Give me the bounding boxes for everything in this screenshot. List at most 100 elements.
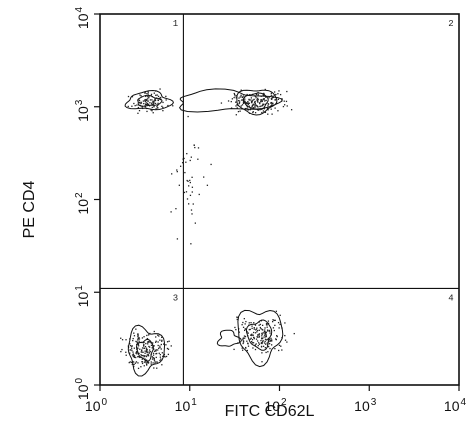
- event-dot: [259, 334, 260, 335]
- event-dot: [262, 329, 263, 330]
- event-dot: [237, 317, 238, 318]
- event-dot: [265, 344, 266, 345]
- event-dot: [145, 104, 146, 105]
- event-dot: [154, 351, 155, 352]
- event-dot: [243, 337, 244, 338]
- event-dot: [195, 222, 196, 223]
- event-dot: [251, 338, 252, 339]
- event-dot: [154, 100, 155, 101]
- event-dot: [156, 357, 157, 358]
- event-dot: [261, 100, 262, 101]
- event-dot: [248, 346, 249, 347]
- event-dot: [148, 92, 149, 93]
- event-dot: [197, 159, 198, 160]
- event-dot: [146, 348, 147, 349]
- event-dot: [159, 347, 160, 348]
- event-dot: [242, 350, 243, 351]
- event-dot: [284, 104, 285, 105]
- event-dot: [141, 351, 142, 352]
- event-dot: [144, 99, 145, 100]
- event-dot: [145, 343, 146, 344]
- event-dot: [191, 213, 192, 214]
- event-dot: [185, 162, 186, 163]
- event-dot: [138, 335, 139, 336]
- event-dot: [134, 335, 135, 336]
- event-dot: [238, 97, 239, 98]
- event-dot: [274, 348, 275, 349]
- event-dot: [286, 101, 287, 102]
- event-dot: [242, 97, 243, 98]
- event-dot: [151, 94, 152, 95]
- event-dot: [128, 106, 129, 107]
- event-dot: [258, 99, 259, 100]
- event-dot: [171, 173, 172, 174]
- event-dot: [158, 345, 159, 346]
- event-dot: [151, 361, 152, 362]
- event-dot: [144, 92, 145, 93]
- event-dot: [278, 350, 279, 351]
- event-dot: [120, 338, 121, 339]
- event-dot: [159, 360, 160, 361]
- event-dot: [274, 107, 275, 108]
- event-dot: [135, 352, 136, 353]
- event-dot: [268, 97, 269, 98]
- event-dot: [144, 353, 145, 354]
- event-dot: [267, 330, 268, 331]
- event-dot: [254, 327, 255, 328]
- event-dot: [250, 329, 251, 330]
- event-dot: [284, 101, 285, 102]
- event-dot: [175, 208, 176, 209]
- event-dot: [190, 160, 191, 161]
- event-dot: [244, 323, 245, 324]
- event-dot: [275, 320, 276, 321]
- event-dot: [153, 354, 154, 355]
- event-dot: [254, 329, 255, 330]
- event-dot: [158, 348, 159, 349]
- event-dot: [277, 110, 278, 111]
- event-dot: [271, 109, 272, 110]
- event-dot: [139, 349, 140, 350]
- event-dot: [274, 330, 275, 331]
- event-dot: [162, 352, 163, 353]
- event-dot: [275, 94, 276, 95]
- event-dot: [164, 356, 165, 357]
- event-dot: [263, 336, 264, 337]
- event-dot: [252, 342, 253, 343]
- event-dot: [162, 102, 163, 103]
- event-dot: [143, 103, 144, 104]
- event-dot: [133, 332, 134, 333]
- event-dot: [234, 95, 235, 96]
- event-dot: [269, 341, 270, 342]
- event-dot: [191, 177, 192, 178]
- event-dot: [242, 322, 243, 323]
- event-dot: [251, 97, 252, 98]
- event-dot: [190, 195, 191, 196]
- event-dot: [280, 315, 281, 316]
- event-dot: [153, 353, 154, 354]
- event-dot: [255, 101, 256, 102]
- event-dot: [153, 106, 154, 107]
- event-dot: [159, 346, 160, 347]
- event-dot: [151, 345, 152, 346]
- event-dot: [267, 105, 268, 106]
- event-dot: [190, 182, 191, 183]
- event-dot: [236, 114, 237, 115]
- event-dot: [139, 94, 140, 95]
- event-dot: [129, 349, 130, 350]
- event-dot: [266, 334, 267, 335]
- event-dot: [235, 329, 236, 330]
- event-dot: [188, 203, 189, 204]
- event-dot: [259, 344, 260, 345]
- event-dot: [184, 172, 185, 173]
- event-dot: [257, 330, 258, 331]
- event-dot: [137, 339, 138, 340]
- event-dot: [179, 185, 180, 186]
- event-dot: [255, 97, 256, 98]
- event-dot: [264, 342, 265, 343]
- event-dot: [269, 332, 270, 333]
- event-dot: [142, 347, 143, 348]
- x-tick-label: 101: [175, 397, 198, 414]
- event-dot: [269, 348, 270, 349]
- event-dot: [190, 243, 191, 244]
- event-dot: [278, 90, 279, 91]
